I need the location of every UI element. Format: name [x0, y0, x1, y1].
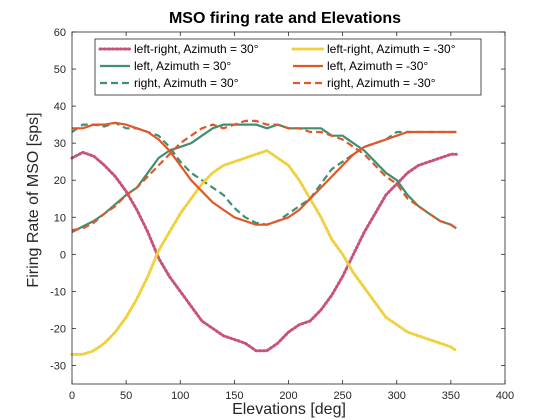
y-tick-label-3: 0 — [60, 249, 66, 261]
legend-box — [94, 38, 482, 96]
y-tick-label-9: 60 — [54, 27, 66, 39]
x-axis-label: Elevations [deg] — [232, 401, 346, 418]
x-tick-label-3: 150 — [225, 390, 243, 402]
legend: left-right, Azimuth = 30° left-right, Azi… — [94, 38, 482, 96]
y-tick-label-6: 30 — [54, 138, 66, 150]
legend-entry-4: left-right, Azimuth = -30° — [327, 42, 456, 56]
x-tick-label-7: 350 — [442, 390, 460, 402]
chart-title: MSO firing rate and Elevations — [169, 10, 401, 27]
y-tick-label-5: 20 — [54, 175, 66, 187]
x-tick-label-6: 300 — [388, 390, 406, 402]
x-tick-label-2: 100 — [171, 390, 189, 402]
y-tick-label-0: -30 — [50, 360, 66, 372]
legend-entry-6: right, Azimuth = -30° — [327, 76, 436, 90]
y-tick-label-4: 10 — [54, 212, 66, 224]
series-line-6 — [71, 119, 457, 232]
legend-entry-5: left, Azimuth = -30° — [327, 59, 428, 73]
axes: 0 50 100 150 200 250 300 350 400 -30 -20 -10 0 10 20 30… — [50, 27, 514, 402]
series-line-1 — [70, 150, 458, 353]
x-tick-label-1: 50 — [120, 390, 132, 402]
legend-entry-1: left-right, Azimuth = 30° — [134, 42, 259, 56]
x-tick-label-4: 200 — [279, 390, 297, 402]
legend-entry-3: right, Azimuth = 30° — [134, 76, 239, 90]
y-tick-label-7: 40 — [54, 101, 66, 113]
y-tick-label-2: -10 — [50, 286, 66, 298]
x-tick-label-0: 0 — [69, 390, 75, 402]
y-tick-label-8: 50 — [54, 64, 66, 76]
legend-entry-2: left, Azimuth = 30° — [134, 59, 231, 73]
x-tick-label-5: 250 — [333, 390, 351, 402]
y-axis-label: Firing Rate of MSO [sps] — [25, 112, 42, 287]
series-line-5 — [72, 121, 457, 226]
series-line-4 — [70, 149, 458, 356]
y-tick-label-1: -20 — [50, 323, 66, 335]
x-tick-label-8: 400 — [496, 390, 514, 402]
